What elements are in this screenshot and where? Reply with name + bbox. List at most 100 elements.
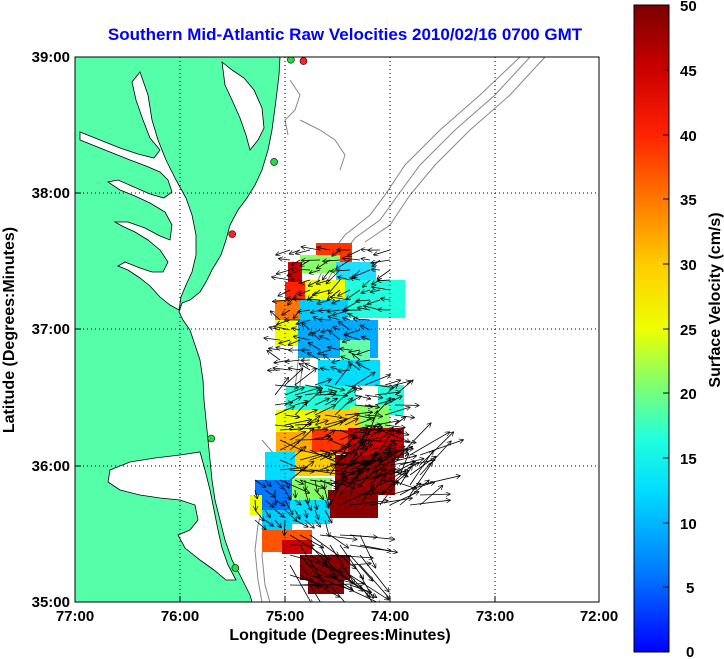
velocity-arrow bbox=[379, 460, 399, 461]
velocity-arrow bbox=[287, 269, 301, 276]
velocity-arrow bbox=[321, 368, 331, 370]
velocity-arrow bbox=[364, 405, 379, 407]
velocity-arrow bbox=[419, 440, 463, 456]
velocity-arrow bbox=[364, 306, 381, 311]
y-tick: 35:00 bbox=[32, 594, 70, 611]
velocity-arrow bbox=[304, 384, 322, 389]
velocity-arrow bbox=[284, 420, 311, 426]
velocity-arrow bbox=[339, 475, 381, 486]
tick-marks bbox=[75, 192, 496, 602]
velocity-arrow bbox=[332, 299, 341, 304]
velocity-arrow bbox=[361, 325, 371, 331]
y-tick: 39:00 bbox=[32, 49, 70, 66]
velocity-arrow bbox=[409, 500, 450, 506]
velocity-arrow bbox=[300, 259, 311, 266]
velocity-arrow bbox=[347, 289, 361, 299]
velocity-arrow bbox=[374, 249, 391, 255]
velocity-arrow bbox=[302, 323, 311, 331]
velocity-arrow bbox=[377, 269, 391, 279]
velocity-arrow bbox=[364, 394, 382, 398]
velocity-arrow bbox=[371, 259, 391, 263]
velocity-arrow bbox=[372, 270, 381, 271]
velocity-arrow bbox=[359, 411, 377, 456]
velocity-arrow bbox=[315, 499, 317, 509]
colorbar-tick: 50 bbox=[680, 0, 697, 15]
velocity-arrow bbox=[299, 453, 327, 461]
velocity-arrow bbox=[319, 479, 338, 488]
velocity-arrow bbox=[319, 554, 336, 578]
velocity-arrow bbox=[349, 424, 381, 431]
colorbar-tick: 30 bbox=[680, 257, 697, 274]
velocity-arrow bbox=[319, 422, 343, 431]
velocity-arrow bbox=[271, 311, 281, 321]
velocity-arrow bbox=[294, 509, 300, 519]
velocity-arrow bbox=[289, 461, 314, 481]
velocity-arrow bbox=[309, 584, 321, 602]
velocity-arrow bbox=[314, 380, 331, 386]
velocity-arrow bbox=[333, 327, 341, 330]
velocity-arrow bbox=[274, 479, 284, 489]
map-grid bbox=[75, 57, 599, 602]
velocity-arrow bbox=[276, 249, 291, 255]
velocity-arrow bbox=[394, 417, 405, 426]
velocity-arrow bbox=[329, 439, 345, 447]
velocity-arrow bbox=[299, 289, 311, 295]
velocity-arrow bbox=[278, 289, 291, 296]
velocity-arrow bbox=[277, 269, 291, 274]
velocity-arrow bbox=[325, 479, 326, 489]
velocity-arrow bbox=[294, 479, 303, 484]
velocity-arrow bbox=[284, 397, 301, 406]
velocity-arrow bbox=[284, 489, 290, 500]
velocity-arrow bbox=[359, 492, 386, 496]
velocity-arrow bbox=[334, 398, 352, 416]
velocity-arrow bbox=[267, 351, 281, 361]
velocity-arrow bbox=[419, 432, 453, 466]
velocity-arrow bbox=[364, 375, 390, 386]
velocity-arrow bbox=[317, 259, 331, 268]
velocity-arrow bbox=[289, 428, 314, 451]
x-tick: 73:00 bbox=[476, 608, 514, 625]
colorbar-tick: 25 bbox=[680, 322, 697, 339]
colorbar-tick: 40 bbox=[680, 128, 697, 145]
velocity-arrow bbox=[318, 349, 331, 354]
velocity-arrow bbox=[296, 249, 311, 254]
velocity-arrow bbox=[304, 390, 321, 406]
velocity-arrow bbox=[379, 481, 398, 506]
velocity-arrow bbox=[409, 432, 449, 456]
velocity-arrow bbox=[304, 519, 314, 528]
velocity-arrow bbox=[295, 489, 296, 497]
station-markers bbox=[207, 57, 308, 572]
velocity-arrow bbox=[368, 299, 381, 304]
velocity-arrow bbox=[329, 469, 355, 473]
velocity-arrow bbox=[334, 386, 355, 406]
velocity-arrow bbox=[359, 458, 381, 466]
velocity-arrow bbox=[319, 584, 364, 585]
velocity-arrow bbox=[356, 360, 371, 363]
velocity-arrow bbox=[331, 270, 351, 271]
velocity-arrow bbox=[399, 459, 424, 466]
velocity-arrow bbox=[394, 381, 410, 386]
velocity-arrow bbox=[294, 336, 311, 341]
velocity-arrow bbox=[273, 368, 291, 370]
station-5-marker bbox=[207, 434, 216, 443]
velocity-arrow bbox=[344, 396, 361, 406]
velocity-arrow bbox=[399, 466, 412, 486]
velocity-arrow bbox=[369, 476, 386, 496]
velocity-arrow bbox=[345, 335, 361, 341]
velocity-arrow bbox=[349, 362, 361, 371]
velocity-arrow bbox=[329, 584, 346, 602]
velocity-arrow bbox=[328, 347, 341, 350]
velocity-arrow bbox=[339, 544, 363, 579]
velocity-arrow bbox=[324, 419, 347, 426]
velocity-arrow bbox=[294, 402, 307, 416]
colorbar-tick-labels: 50 45 40 35 30 25 20 15 10 5 0 bbox=[680, 0, 697, 659]
velocity-arrow bbox=[284, 509, 297, 521]
velocity-arrow bbox=[314, 489, 323, 499]
station-3-marker bbox=[270, 158, 278, 166]
velocity-arrow bbox=[264, 519, 273, 526]
velocity-arrow bbox=[319, 430, 335, 441]
velocity-arrow bbox=[279, 259, 291, 260]
velocity-arrow bbox=[254, 519, 266, 529]
velocity-arrow bbox=[294, 519, 308, 527]
